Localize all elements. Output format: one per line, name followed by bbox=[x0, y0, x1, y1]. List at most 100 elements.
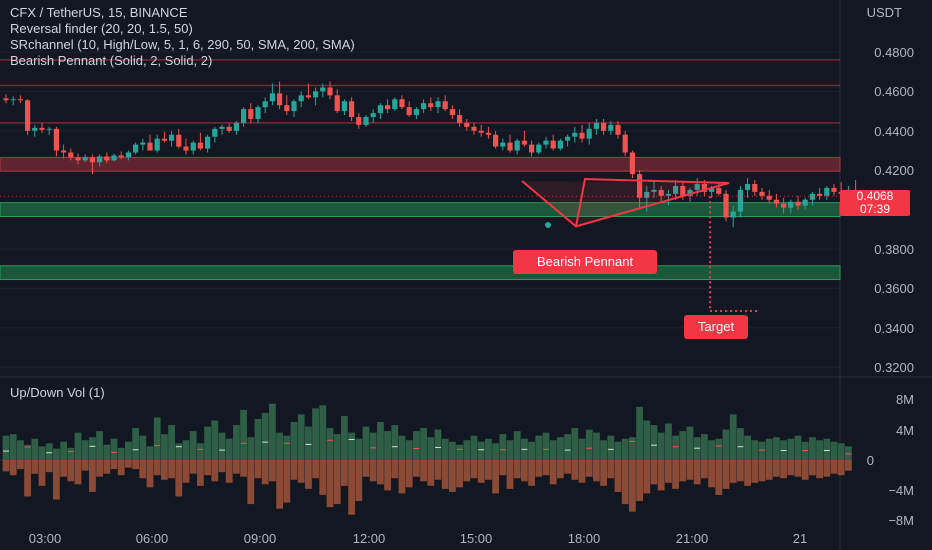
indicator-bearish-pennant[interactable]: Bearish Pennant (Solid, 2, Solid, 2) bbox=[10, 53, 213, 68]
volume-down-bar bbox=[290, 460, 298, 480]
time-tick: 03:00 bbox=[28, 531, 62, 546]
bearish-pennant-label[interactable]: Bearish Pennant bbox=[513, 250, 657, 274]
candle-body bbox=[521, 140, 527, 145]
volume-down-bar bbox=[657, 460, 665, 491]
volume-up-bar bbox=[110, 438, 118, 460]
target-label[interactable]: Target bbox=[684, 315, 748, 339]
volume-up-bar bbox=[60, 441, 67, 460]
volume-up-bar bbox=[722, 429, 730, 460]
indicator-reversal-finder[interactable]: Reversal finder (20, 20, 1.5, 50) bbox=[10, 21, 193, 36]
candle-body bbox=[428, 103, 434, 108]
candle-body bbox=[104, 156, 110, 161]
resistance-zone bbox=[0, 156, 841, 172]
candle-body bbox=[536, 144, 542, 153]
price-tick: 0.3600 bbox=[874, 281, 914, 296]
candle-body bbox=[745, 183, 751, 190]
volume-down-bar bbox=[420, 460, 427, 482]
volume-up-bar bbox=[578, 438, 586, 460]
volume-up-bar bbox=[557, 437, 564, 460]
time-tick: 09:00 bbox=[243, 531, 277, 546]
volume-down-bar bbox=[578, 460, 586, 483]
time-tick: 12:00 bbox=[352, 531, 386, 546]
candle-body bbox=[485, 132, 491, 135]
candle-body bbox=[687, 189, 693, 196]
volume-down-bar bbox=[139, 460, 147, 479]
candle-body bbox=[255, 107, 261, 119]
volume-down-bar bbox=[189, 460, 197, 474]
candle-body bbox=[277, 93, 283, 106]
volume-up-bar bbox=[477, 441, 485, 460]
volume-down-bar bbox=[348, 460, 355, 515]
volume-up-bar bbox=[333, 434, 341, 460]
volume-down-bar bbox=[751, 460, 759, 483]
volume-down-bar bbox=[391, 460, 399, 479]
volume-down-bar bbox=[585, 460, 593, 477]
volume-up-bar bbox=[305, 426, 312, 460]
volume-up-bar bbox=[758, 441, 766, 460]
volume-down-bar bbox=[405, 460, 413, 488]
current-price: 0.4068 bbox=[856, 189, 894, 203]
volume-up-bar bbox=[485, 438, 492, 460]
volume-down-bar bbox=[744, 460, 751, 486]
volume-down-bar bbox=[607, 460, 615, 479]
candle-body bbox=[421, 103, 427, 110]
volume-indicator-title[interactable]: Up/Down Vol (1) bbox=[10, 385, 105, 400]
candle-body bbox=[406, 107, 412, 116]
volume-up-bar bbox=[657, 432, 665, 460]
candle-body bbox=[500, 142, 506, 147]
volume-down-bar bbox=[737, 460, 744, 482]
volume-down-bar bbox=[81, 460, 89, 471]
volume-up-bar bbox=[506, 440, 514, 460]
candle-body bbox=[291, 101, 297, 112]
volume-up-bar bbox=[845, 446, 852, 460]
volume-up-bar bbox=[593, 432, 600, 460]
volume-up-bar bbox=[182, 440, 190, 460]
volume-down-bar bbox=[470, 460, 478, 479]
candle-body bbox=[17, 99, 23, 101]
volume-down-bar bbox=[67, 460, 75, 482]
volume-down-bar bbox=[441, 460, 449, 489]
volume-up-bar bbox=[355, 438, 363, 460]
volume-up-bar bbox=[607, 435, 615, 460]
volume-up-bar bbox=[9, 434, 17, 460]
volume-down-bar bbox=[643, 460, 651, 494]
volume-down-bar bbox=[787, 460, 795, 476]
volume-down-bar bbox=[38, 460, 46, 486]
volume-down-bar bbox=[45, 460, 53, 473]
volume-up-bar bbox=[614, 441, 622, 460]
volume-down-bar bbox=[513, 460, 521, 479]
volume-tick: 0 bbox=[866, 453, 874, 468]
volume-down-bar bbox=[211, 460, 219, 482]
candle-body bbox=[680, 185, 686, 196]
candle-body bbox=[377, 105, 383, 114]
volume-down-bar bbox=[549, 460, 557, 485]
candle-body bbox=[464, 122, 470, 127]
volume-down-bar bbox=[247, 460, 255, 505]
volume-down-bar bbox=[269, 460, 276, 482]
volume-down-bar bbox=[197, 460, 204, 486]
volume-up-bar bbox=[391, 425, 399, 460]
volume-down-bar bbox=[650, 460, 658, 485]
candle-body bbox=[493, 134, 499, 147]
volume-up-bar bbox=[549, 440, 557, 460]
volume-up-bar bbox=[297, 414, 305, 460]
volume-down-bar bbox=[837, 460, 845, 476]
candle-body bbox=[39, 127, 45, 130]
volume-up-bar bbox=[830, 441, 838, 460]
volume-down-bar bbox=[593, 460, 600, 482]
candle-body bbox=[730, 211, 736, 218]
candle-body bbox=[694, 183, 700, 190]
candle-body bbox=[788, 201, 794, 208]
volume-up-bar bbox=[67, 447, 75, 460]
volume-up-bar bbox=[585, 429, 593, 460]
volume-down-bar bbox=[427, 460, 435, 486]
symbol-title[interactable]: CFX / TetherUS, 15, BINANCE bbox=[10, 5, 188, 20]
volume-up-bar bbox=[45, 443, 53, 460]
indicator-srchannel[interactable]: SRchannel (10, High/Low, 5, 1, 6, 290, 5… bbox=[10, 37, 355, 52]
volume-down-bar bbox=[564, 460, 571, 474]
candle-body bbox=[601, 122, 607, 131]
volume-up-bar bbox=[312, 408, 319, 460]
time-tick: 21 bbox=[792, 531, 808, 546]
volume-down-bar bbox=[621, 460, 629, 505]
